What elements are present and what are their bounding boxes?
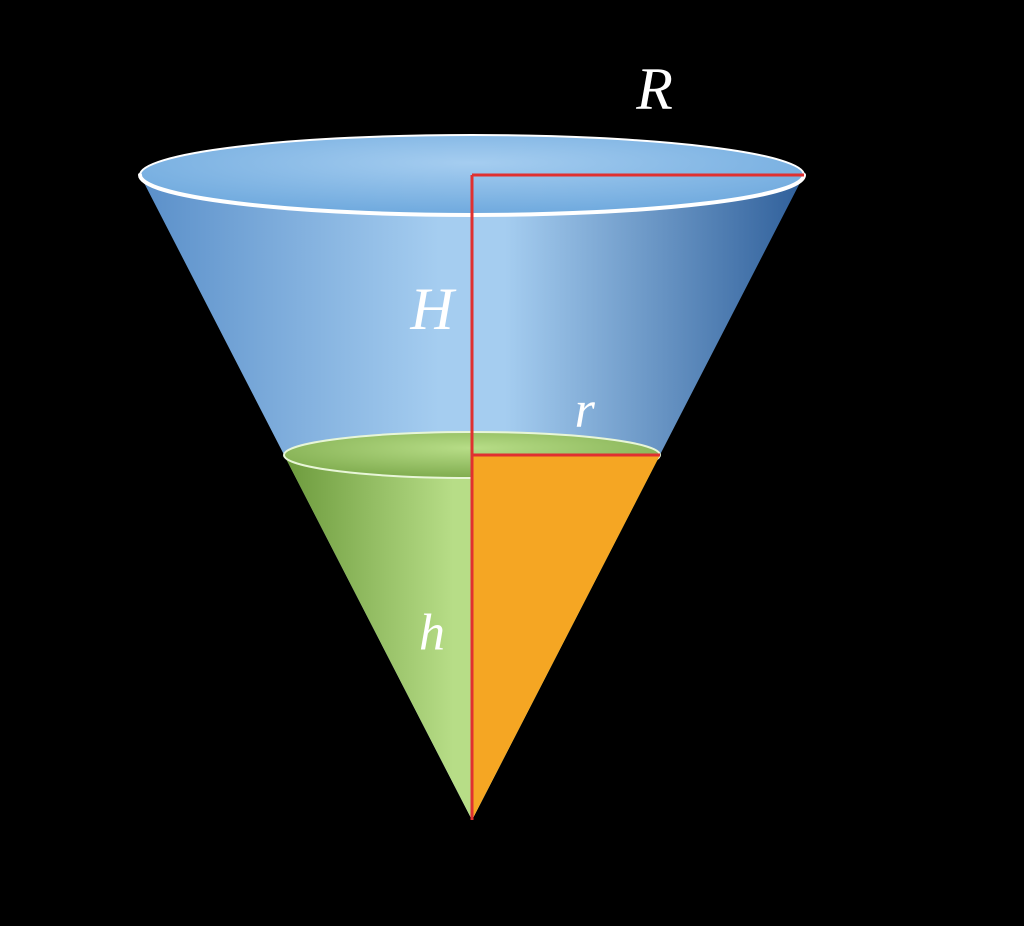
label-h: h (419, 604, 445, 661)
cone-diagram: R H r h (0, 0, 1024, 926)
similar-triangle-overlay (472, 455, 660, 820)
label-H: H (409, 276, 457, 342)
label-R: R (635, 56, 673, 122)
label-r: r (575, 382, 596, 439)
